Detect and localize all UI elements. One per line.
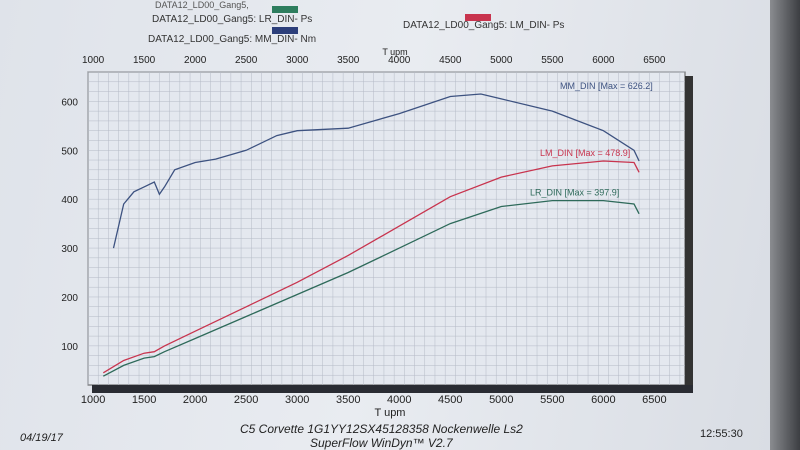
series-line-mm-din (112, 93, 640, 249)
x-tick-label-bottom: 1500 (132, 394, 156, 406)
x-tick-label-bottom: 5500 (540, 394, 564, 406)
table-surface (770, 0, 800, 450)
x-tick-label-top: 3000 (286, 55, 309, 66)
x-tick-label-bottom: 3500 (336, 394, 360, 406)
x-tick-label-bottom: 2000 (183, 394, 207, 406)
print-time: 12:55:30 (700, 428, 743, 440)
legend-lm: DATA12_LD00_Gang5: LM_DIN- Ps (403, 20, 565, 31)
dyno-chart: 1000 1000 1500 1500 2000 2000 2500 2500 3000 3000… (61, 47, 693, 419)
x-tick-label-top: 4000 (388, 55, 411, 66)
x-tick-label-bottom: 3000 (285, 394, 309, 406)
x-axis-label-top: T upm (382, 47, 407, 57)
series-annotation: LR_DIN [Max = 397.9] (530, 188, 619, 198)
series-annotation: MM_DIN [Max = 626.2] (560, 81, 653, 91)
x-tick-label-bottom: 2500 (234, 394, 258, 406)
x-tick-label-top: 1000 (82, 55, 105, 66)
series-annotation: LM_DIN [Max = 478.9] (540, 148, 630, 158)
vehicle-title: C5 Corvette 1G1YY12SX45128358 Nockenwell… (240, 422, 523, 436)
y-tick-label: 100 (61, 342, 78, 353)
legend-mm: DATA12_LD00_Gang5: MM_DIN- Nm (148, 34, 317, 45)
legend-lr: DATA12_LD00_Gang5: LR_DIN- Ps (152, 14, 313, 25)
series-line-lm-din (102, 160, 640, 374)
x-tick-label-bottom: 1000 (81, 394, 105, 406)
x-tick-label-bottom: 6500 (642, 394, 666, 406)
y-tick-label: 200 (61, 293, 78, 304)
x-tick-label-top: 3500 (337, 55, 360, 66)
x-tick-label-bottom: 4500 (438, 394, 462, 406)
truncated-header: DATA12_LD00_Gang5, (155, 0, 249, 10)
y-tick-label: 500 (61, 146, 78, 157)
x-tick-label-bottom: 4000 (387, 394, 411, 406)
plot-shadow-bottom (92, 385, 693, 393)
x-tick-label-bottom: 6000 (591, 394, 615, 406)
x-axis-label: T upm (375, 407, 406, 419)
x-tick-label-top: 6500 (643, 55, 666, 66)
x-tick-label-top: 4500 (439, 55, 462, 66)
x-tick-label-top: 6000 (592, 55, 615, 66)
legend-swatch-lm (465, 14, 491, 21)
y-tick-label: 600 (61, 97, 78, 108)
plot-shadow-right (685, 76, 693, 389)
software-name: SuperFlow WinDyn™ V2.7 (310, 436, 453, 450)
x-tick-label-top: 5500 (541, 55, 564, 66)
x-tick-label-bottom: 5000 (489, 394, 513, 406)
dyno-printout: DATA12_LD00_Gang5, DATA12_LD00_Gang5: LR… (0, 0, 770, 450)
x-tick-label-top: 5000 (490, 55, 513, 66)
x-tick-label-top: 1500 (133, 55, 156, 66)
series-line-lr-din (102, 199, 640, 377)
y-tick-label: 300 (61, 244, 78, 255)
legend-swatch-mm (272, 27, 298, 34)
y-tick-label: 400 (61, 195, 78, 206)
x-tick-label-top: 2000 (184, 55, 207, 66)
x-tick-label-top: 2500 (235, 55, 258, 66)
legend-swatch-lr (272, 6, 298, 13)
print-date: 04/19/17 (20, 432, 63, 444)
